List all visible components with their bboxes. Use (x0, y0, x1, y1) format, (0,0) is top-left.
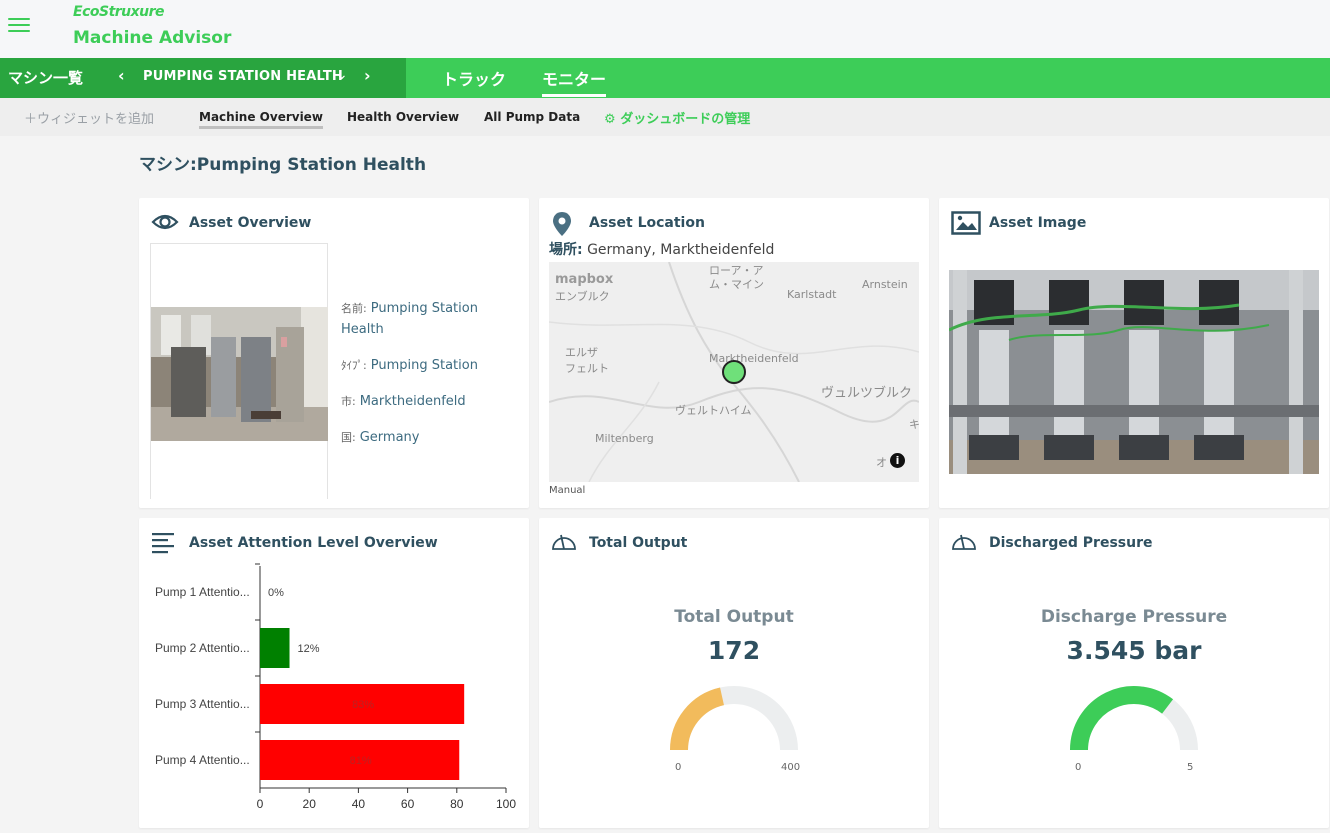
main-navbar: マシン一覧 ‹ PUMPING STATION HEALTH ⌄ › トラック … (0, 58, 1330, 98)
asset-image-title: Asset Image (989, 215, 1087, 231)
image-icon (951, 211, 981, 235)
manage-dashboard-label: ダッシュボードの管理 (620, 112, 751, 127)
pump-photo (949, 270, 1319, 474)
attention-chart-title: Asset Attention Level Overview (189, 535, 438, 551)
x-tick-label: 40 (352, 797, 366, 811)
x-tick-label: 100 (496, 797, 516, 811)
attention-chart-card: Asset Attention Level Overview Pump 1 At… (139, 518, 529, 828)
gauge-icon (552, 534, 576, 550)
overview-field-name: 名前: Pumping Station Health (341, 301, 478, 337)
gauge-min: 0 (1075, 762, 1082, 773)
map-label: Marktheidenfeld (709, 352, 799, 365)
chevron-down-icon[interactable]: ⌄ (336, 67, 348, 83)
discharged-pressure-title: Discharged Pressure (989, 535, 1153, 551)
asset-location-card: Asset Location 場所: Germany, Marktheidenf… (539, 198, 929, 508)
overview-field-country: 国: Germany (341, 430, 420, 445)
asset-photo-frame (150, 243, 328, 499)
discharged-pressure-card: Discharged Pressure Discharge Pressure 3… (939, 518, 1329, 828)
map-label: ローア・ア (709, 264, 764, 277)
gauge-label: Discharge Pressure (1040, 607, 1228, 627)
total-output-title: Total Output (589, 535, 688, 551)
map-label: オ (876, 456, 887, 469)
tab-track[interactable]: トラック (442, 70, 507, 89)
map-label: キ (909, 418, 919, 431)
machine-photo (151, 307, 328, 441)
station-selector[interactable]: PUMPING STATION HEALTH (143, 69, 343, 84)
x-tick-label: 0 (257, 797, 264, 811)
location-map[interactable]: mapbox ローア・ア ム・マイン Karlstadt Arnstein エン… (549, 262, 919, 482)
dashboard-toolbar: ＋ウィジェットを追加 Machine Overview Health Overv… (0, 98, 1330, 136)
map-label: ヴェルトハイム (675, 404, 752, 417)
bar (260, 740, 460, 780)
x-tick-label: 80 (450, 797, 464, 811)
tab-all-pump-data[interactable]: All Pump Data (484, 110, 581, 124)
eye-icon (151, 214, 179, 230)
menu-icon[interactable] (8, 18, 30, 36)
location-pin-icon (553, 212, 571, 236)
value-label: 81% (350, 755, 372, 767)
app-title: Machine Advisor (73, 28, 232, 48)
manage-dashboard-button[interactable]: ⚙ ダッシュボードの管理 (604, 108, 750, 127)
gauge-max: 5 (1187, 762, 1194, 773)
attention-bar-chart: Pump 1 Attentio... 0% Pump 2 Attentio... 12… (155, 563, 516, 811)
brand-logo: EcoStruxure (73, 4, 165, 20)
list-lines-icon (152, 533, 174, 554)
tab-health-overview[interactable]: Health Overview (347, 110, 460, 124)
gauge-icon (952, 534, 976, 550)
mapbox-logo: mapbox (555, 272, 614, 287)
asset-image-card: Asset Image (939, 198, 1329, 508)
category-label: Pump 4 Attentio... (155, 753, 250, 767)
app-header: EcoStruxure Machine Advisor (0, 0, 1330, 58)
machine-nav: マシン一覧 ‹ PUMPING STATION HEALTH ⌄ › (0, 58, 406, 98)
gauge-max: 400 (781, 762, 801, 773)
map-label: Karlstadt (787, 288, 837, 301)
overview-field-city: 市: Marktheidenfeld (341, 394, 466, 409)
gauge-fill (1070, 686, 1174, 751)
total-output-card: Total Output Total Output 172 0 400 (539, 518, 929, 828)
x-tick-label: 20 (303, 797, 317, 811)
category-label: Pump 3 Attentio... (155, 697, 250, 711)
overview-field-type: ﾀｲﾌﾟ: Pumping Station (341, 358, 478, 373)
page-title: マシン:Pumping Station Health (139, 155, 427, 175)
gear-icon: ⚙ (604, 112, 616, 127)
map-label: Miltenberg (595, 432, 654, 445)
gauge-value: 3.545 bar (1066, 636, 1202, 665)
map-label: フェルト (565, 362, 609, 375)
bar (260, 628, 290, 668)
gauge-label: Total Output (674, 607, 794, 627)
total-output-gauge (670, 686, 798, 751)
category-label: Pump 1 Attentio... (155, 585, 250, 599)
map-label: ム・マイン (709, 278, 764, 291)
gauge-fill (670, 687, 725, 751)
map-label: エルザ (565, 346, 598, 359)
map-label: エンブルク (555, 290, 610, 303)
pressure-gauge (1070, 686, 1198, 751)
gauge-value: 172 (707, 636, 761, 665)
asset-overview-title: Asset Overview (189, 215, 312, 231)
add-widget-button[interactable]: ＋ウィジェットを追加 (24, 112, 155, 127)
tab-machine-overview[interactable]: Machine Overview (199, 110, 323, 129)
tab-monitor[interactable]: モニター (542, 66, 607, 97)
value-label: 0% (268, 587, 284, 599)
asset-location-title: Asset Location (589, 215, 705, 231)
info-icon[interactable]: i (890, 453, 905, 468)
gauge-min: 0 (675, 762, 682, 773)
chevron-right-icon[interactable]: › (364, 66, 371, 85)
x-tick-label: 60 (401, 797, 415, 811)
location-marker[interactable] (722, 360, 746, 384)
map-label: Arnstein (862, 278, 908, 291)
location-text: 場所: Germany, Marktheidenfeld (549, 242, 775, 258)
machine-list-link[interactable]: マシン一覧 (8, 69, 84, 87)
value-label: 12% (298, 643, 320, 655)
chevron-left-icon[interactable]: ‹ (118, 66, 125, 85)
category-label: Pump 2 Attentio... (155, 641, 250, 655)
map-mode-label: Manual (549, 485, 586, 496)
value-label: 83% (352, 699, 374, 711)
bar (260, 684, 465, 724)
map-label: ヴュルツブルク (821, 386, 913, 401)
asset-overview-card: Asset Overview 名前: Pumping Station Health… (139, 198, 529, 508)
